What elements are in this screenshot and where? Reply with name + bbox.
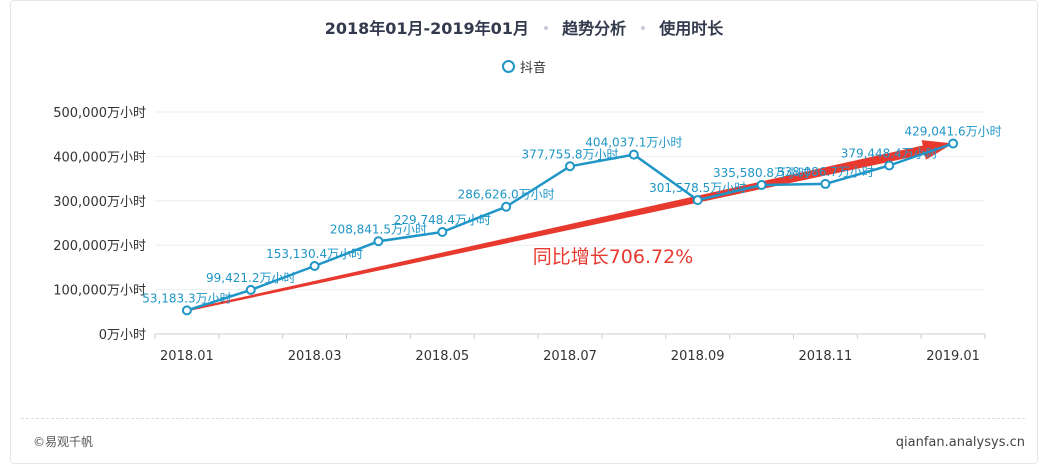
data-label: 153,130.4万小时: [266, 247, 363, 261]
data-point: [820, 178, 831, 189]
x-tick-label: 2019.01: [926, 349, 980, 364]
title-separator: [640, 26, 645, 30]
data-label: 53,183.3万小时: [142, 291, 231, 305]
data-label: 335,580.8万小时: [713, 166, 810, 180]
data-point: [501, 201, 512, 212]
x-tick-label: 2018.09: [671, 349, 725, 364]
data-label: 301,578.5万小时: [649, 181, 746, 195]
y-tick-label: 300,000万小时: [53, 195, 146, 210]
data-point: [756, 180, 767, 191]
copyright-text: ©易观千帆: [33, 435, 94, 449]
data-point: [437, 226, 448, 237]
data-point: [309, 261, 320, 272]
y-tick-label: 200,000万小时: [53, 239, 146, 254]
data-point: [948, 138, 959, 149]
data-label: 338,086.7万小时: [777, 165, 874, 179]
footer-divider: [21, 418, 1025, 419]
x-tick-label: 2018.05: [415, 349, 469, 364]
y-tick-label: 100,000万小时: [53, 284, 146, 299]
y-tick-label: 0万小时: [99, 328, 146, 343]
data-label: 208,841.5万小时: [330, 222, 427, 236]
title-separator: [543, 26, 548, 30]
data-point: [884, 160, 895, 171]
data-label: 99,421.2万小时: [206, 271, 295, 285]
data-point: [181, 305, 192, 316]
legend-marker-icon: [501, 60, 515, 73]
data-point: [628, 149, 639, 160]
data-point: [373, 236, 384, 247]
data-label: 286,626.0万小时: [458, 188, 555, 202]
data-point: [565, 161, 575, 172]
x-tick-label: 2018.03: [288, 349, 342, 364]
data-label: 377,755.8万小时: [521, 147, 618, 161]
x-tick-label: 2018.11: [799, 349, 853, 364]
data-label: 429,041.6万小时: [905, 125, 1002, 139]
title-period: 2018年01月-2019年01月: [324, 19, 529, 38]
chart-card: 2018年01月-2019年01月 趋势分析 使用时长 抖音 ©易观千帆 qia…: [10, 0, 1038, 464]
data-label: 404,037.1万小时: [585, 136, 682, 150]
chart-title: 2018年01月-2019年01月 趋势分析 使用时长: [11, 15, 1037, 39]
growth-annotation: 同比增长706.72%: [533, 246, 694, 268]
data-label: 229,748.4万小时: [394, 213, 491, 227]
y-tick-label: 400,000万小时: [53, 150, 146, 165]
data-point: [692, 195, 703, 206]
legend-series-name: 抖音: [519, 61, 546, 76]
x-tick-label: 2018.07: [543, 349, 597, 364]
source-url: qianfan.analysys.cn: [895, 435, 1025, 450]
y-tick-label: 500,000万小时: [53, 106, 146, 121]
title-section: 趋势分析: [562, 19, 627, 38]
chart-legend[interactable]: 抖音: [11, 57, 1037, 76]
x-tick-label: 2018.01: [160, 349, 214, 364]
title-metric: 使用时长: [659, 19, 724, 38]
data-point: [245, 284, 256, 295]
data-label: 379,448.4万小时: [841, 147, 938, 161]
